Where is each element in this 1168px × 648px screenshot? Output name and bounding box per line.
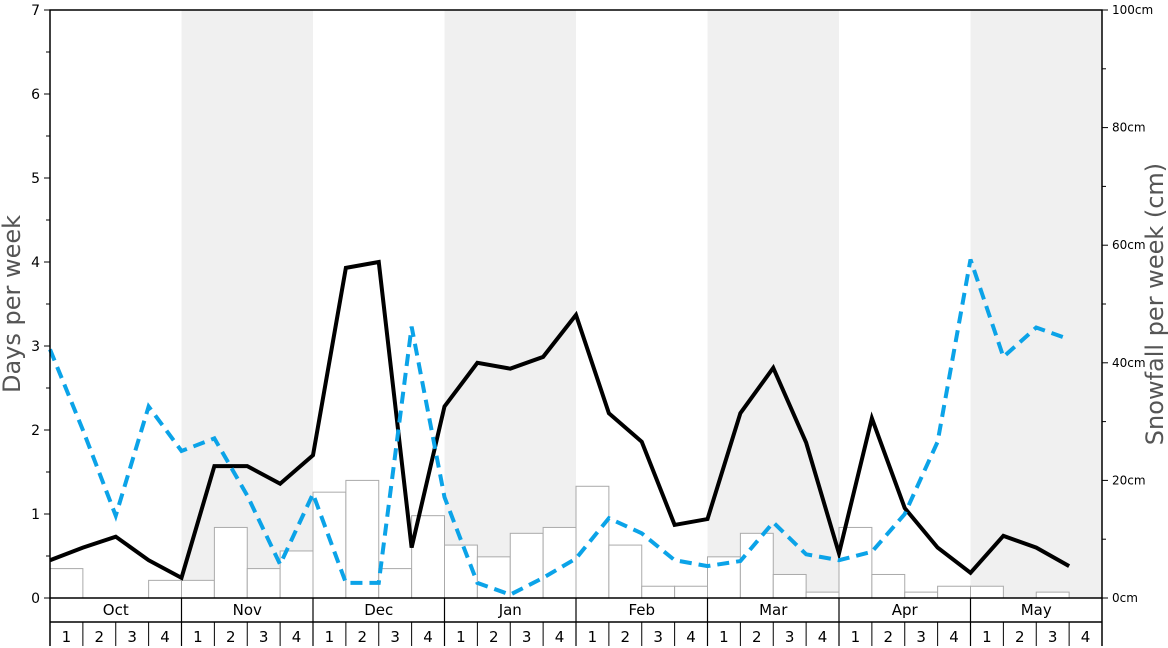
snowfall-bar: [378, 568, 413, 599]
left-tick-label: 4: [31, 255, 40, 271]
week-label: 3: [522, 628, 532, 646]
dashed-series-line: [48, 258, 1070, 597]
week-label: 4: [292, 628, 302, 646]
right-tick-label: 80cm: [1112, 121, 1146, 135]
left-tick-label: 7: [31, 3, 40, 19]
snowfall-bar: [805, 591, 840, 599]
month-band-mar: [707, 10, 839, 598]
snowfall-bar: [608, 544, 643, 599]
week-label: 2: [752, 628, 762, 646]
week-label: 3: [259, 628, 269, 646]
month-bands: [181, 10, 1102, 598]
right-tick-label: 40cm: [1112, 356, 1146, 370]
month-label-mar: Mar: [759, 601, 788, 619]
snowfall-bar: [181, 579, 215, 599]
right-axis-title: Snowfall per week (cm): [1141, 163, 1168, 445]
week-label: 3: [653, 628, 663, 646]
snowfall-bar: [49, 568, 84, 599]
solid-series-line: [49, 259, 1071, 581]
left-tick-label: 0: [31, 591, 40, 607]
week-label: 3: [390, 628, 400, 646]
week-labels: 1 2 3 4 1 2 3 4 1 2 3 4 1 2 3 4 1 2 3 4 1 2 3 4 1 2 3 4 1 2 3 4: [62, 628, 1091, 646]
snowfall-bar: [213, 526, 248, 599]
month-band-jan: [444, 10, 576, 598]
week-label: 1: [62, 628, 72, 646]
week-label: 4: [686, 628, 696, 646]
week-label: 2: [489, 628, 499, 646]
week-label: 2: [358, 628, 368, 646]
right-tick-label: 100cm: [1112, 3, 1153, 17]
snowfall-bar: [674, 585, 708, 599]
snowfall-bar: [148, 579, 182, 599]
snowfall-bar: [509, 532, 544, 599]
right-tick-label: 20cm: [1112, 473, 1146, 487]
month-labels: Oct Nov Dec Jan Feb Mar Apr May: [103, 601, 1052, 619]
snowfall-bar: [970, 585, 1004, 599]
week-label: 4: [160, 628, 170, 646]
left-axis: 0 1 2 3 4 5 6 7: [31, 3, 50, 607]
right-axis: 0cm 20cm 40cm 60cm 80cm 100cm: [1102, 3, 1153, 605]
snowfall-bar: [1035, 591, 1070, 599]
snowfall-bar: [279, 550, 314, 599]
series-lines: [48, 258, 1071, 597]
right-tick-label: 60cm: [1112, 238, 1146, 252]
week-label: 3: [1048, 628, 1058, 646]
week-label: 3: [916, 628, 926, 646]
month-label-dec: Dec: [364, 601, 393, 619]
month-label-may: May: [1021, 601, 1052, 619]
right-tick-label: 0cm: [1112, 591, 1138, 605]
left-tick-label: 5: [31, 171, 40, 187]
snowfall-bar: [904, 591, 939, 599]
month-label-jan: Jan: [498, 601, 522, 619]
month-label-apr: Apr: [892, 601, 919, 619]
week-label: 2: [884, 628, 894, 646]
left-tick-label: 2: [31, 423, 40, 439]
week-label: 2: [1015, 628, 1025, 646]
snowfall-bar: [937, 585, 971, 599]
week-label: 4: [949, 628, 959, 646]
week-label: 1: [456, 628, 466, 646]
week-label: 4: [423, 628, 433, 646]
left-tick-label: 1: [31, 507, 40, 523]
snowfall-bar: [641, 585, 676, 599]
month-label-oct: Oct: [103, 601, 129, 619]
week-label: 3: [127, 628, 137, 646]
month-label-nov: Nov: [233, 601, 262, 619]
snowfall-bar: [345, 479, 380, 599]
snowfall-bar: [772, 573, 807, 599]
week-label: 1: [719, 628, 729, 646]
week-label: 4: [555, 628, 565, 646]
week-label: 1: [982, 628, 992, 646]
snowfall-bar: [871, 573, 906, 599]
week-label: 3: [785, 628, 795, 646]
week-label: 2: [621, 628, 631, 646]
snowfall-bar: [575, 485, 610, 599]
month-label-feb: Feb: [628, 601, 655, 619]
left-tick-label: 6: [31, 87, 40, 103]
week-label: 1: [588, 628, 598, 646]
month-band-may: [970, 10, 1102, 598]
left-axis-title: Days per week: [0, 215, 26, 393]
week-label: 1: [325, 628, 335, 646]
week-label: 4: [1081, 628, 1091, 646]
week-label: 2: [226, 628, 236, 646]
left-tick-label: 3: [31, 339, 40, 355]
week-label: 1: [851, 628, 861, 646]
week-label: 4: [818, 628, 828, 646]
week-label: 1: [193, 628, 203, 646]
week-label: 2: [95, 628, 105, 646]
snowfall-bars: [49, 479, 1070, 599]
snowfall-bar: [246, 568, 281, 599]
